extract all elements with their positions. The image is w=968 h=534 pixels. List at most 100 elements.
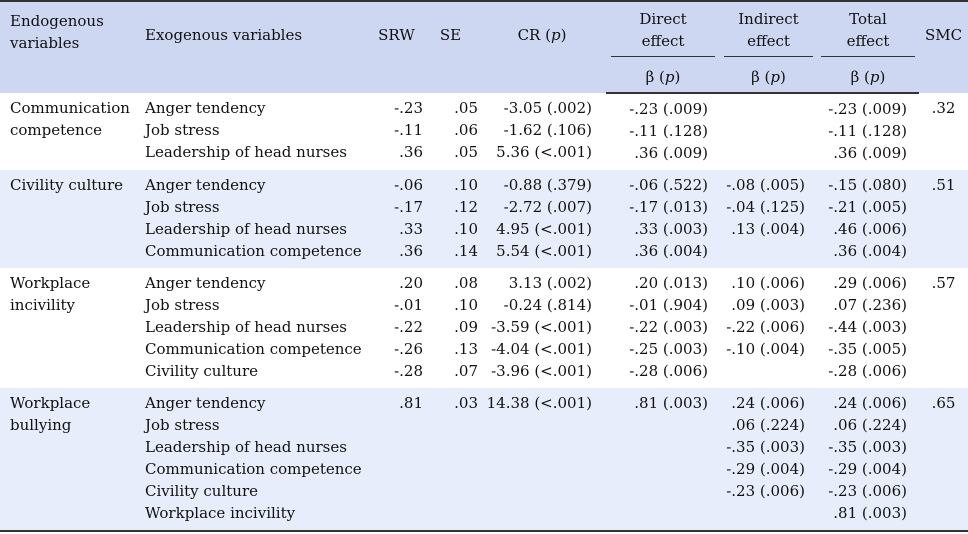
indirect-effect-cell (720, 240, 805, 262)
direct-effect-cell: .36 (.004) (634, 242, 708, 260)
total-effect-column: -.15 (.080) -.21 (.005) .46 (.006) .36 (.00… (817, 170, 919, 268)
exogenous-variable: Communication competence (145, 242, 362, 260)
cr-cell: -3.59 (<.001) (491, 318, 592, 336)
indirect-effect-cell: .06 (.224) (731, 416, 805, 434)
srw-cell (370, 502, 423, 524)
srw-cell: -.01 (394, 296, 423, 314)
indirect-effect-cell: .13 (.004) (731, 220, 805, 238)
cr-cell: 5.36 (<.001) (496, 143, 592, 161)
se-cell: .06 (454, 121, 478, 139)
srw-cell: .33 (399, 220, 423, 238)
direct-effect-cell: -.22 (.003) (629, 318, 708, 336)
srw-cell: -.26 (394, 340, 423, 358)
indirect-beta-subheader: β (p) (720, 61, 817, 94)
indirect-effect-cell: -.22 (.006) (726, 318, 805, 336)
total-effect-cell: .36 (.004) (833, 242, 907, 260)
exogenous-variable: Anger tendency (145, 99, 266, 117)
se-header: SE (423, 0, 478, 93)
total-effect-cell: -.29 (.004) (828, 460, 907, 478)
total-effect-cell: -.35 (.003) (828, 438, 907, 456)
srw-cell: .20 (399, 274, 423, 292)
exogenous-variable: Leadership of head nurses (145, 318, 347, 336)
direct-effect-cell: -.23 (.009) (629, 100, 708, 118)
se-cell: .08 (454, 274, 478, 292)
indirect-effect-cell (720, 142, 805, 164)
se-column: .10 .12 .10 .14 (423, 170, 478, 268)
direct-effect-cell: -.25 (.003) (629, 340, 708, 358)
direct-effect-column: .20 (.013) -.01 (.904) -.22 (.003) -.25 (.0… (606, 268, 720, 388)
exogenous-variables: Anger tendency Job stress Leadership of he… (145, 268, 370, 388)
se-cell: .10 (454, 220, 478, 238)
exogenous-variable: Communication competence (145, 460, 362, 478)
se-cell: .10 (454, 176, 478, 194)
total-effect-cell: -.23 (.006) (828, 482, 907, 500)
exogenous-variable: Leadership of head nurses (145, 438, 347, 456)
indirect-effect-cell: -.29 (.004) (726, 460, 805, 478)
exogenous-variable: Anger tendency (145, 274, 266, 292)
cr-cell: -4.04 (<.001) (491, 340, 592, 358)
cr-cell: -0.88 (.379) (503, 176, 592, 194)
total-effect-cell: -.35 (.005) (828, 340, 907, 358)
exogenous-variable: Workplace incivility (145, 504, 296, 522)
total-effect-cell: .29 (.006) (833, 274, 907, 292)
direct-effect-column: -.06 (.522) -.17 (.013) .33 (.003) .36 (.00… (606, 170, 720, 268)
indirect-effect-cell: .24 (.006) (731, 394, 805, 412)
indirect-effect-cell (720, 502, 805, 524)
se-column: .08 .10 .09 .13 .07 (423, 268, 478, 388)
indirect-effect-cell: .10 (.006) (731, 274, 805, 292)
smc-value: .57 (931, 274, 956, 292)
cr-cell: -2.72 (.007) (503, 198, 592, 216)
cr-column: 3.13 (.002) -0.24 (.814) -3.59 (<.001) -4.0… (478, 268, 606, 388)
total-effect-cell: .46 (.006) (833, 220, 907, 238)
endogenous-variable: Communication competence (10, 99, 130, 139)
cr-cell: -1.62 (.106) (503, 121, 592, 139)
indirect-effect-column: .10 (.006) .09 (.003) -.22 (.006) -.10 (.00… (720, 268, 817, 388)
exogenous-variable: Civility culture (145, 362, 259, 380)
exogenous-variable: Anger tendency (145, 394, 266, 412)
table-header: Endogenous variables Exogenous variables… (0, 0, 968, 94)
smc-value: .32 (931, 99, 956, 117)
se-cell: .12 (454, 198, 478, 216)
srw-cell: -.11 (394, 121, 423, 139)
indirect-effect-column (720, 93, 817, 170)
indirect-effect-cell: -.08 (.005) (726, 176, 805, 194)
total-effect-cell: -.28 (.006) (828, 362, 907, 380)
section-block: Workplace bullying Anger tendency Job stres… (0, 388, 968, 532)
indirect-effect-cell (720, 120, 805, 142)
smc-value: .51 (919, 170, 968, 268)
se-cell: .05 (454, 99, 478, 117)
total-effect-cell: -.44 (.003) (828, 318, 907, 336)
cr-cell: 14.38 (<.001) (486, 394, 592, 412)
srw-cell (370, 480, 423, 502)
total-effect-header: Total effect (817, 0, 919, 61)
indirect-effect-column: -.08 (.005) -.04 (.125) .13 (.004) (720, 170, 817, 268)
indirect-effect-cell: -.10 (.004) (726, 340, 805, 358)
srw-cell: -.22 (394, 318, 423, 336)
srw-cell (370, 414, 423, 436)
srw-cell (370, 436, 423, 458)
direct-effect-cell: -.06 (.522) (629, 176, 708, 194)
se-cell (423, 502, 478, 524)
srw-column: .81 (370, 388, 423, 532)
exogenous-variable: Job stress (145, 121, 220, 139)
se-cell (423, 436, 478, 458)
indirect-effect-cell: .09 (.003) (731, 296, 805, 314)
exogenous-header: Exogenous variables (145, 0, 370, 93)
cr-cell (478, 414, 592, 436)
total-effect-cell: -.23 (.009) (828, 100, 907, 118)
srw-cell: -.23 (394, 99, 423, 117)
direct-effect-cell: -.01 (.904) (629, 296, 708, 314)
exogenous-variable: Leadership of head nurses (145, 143, 347, 161)
direct-effect-cell: -.28 (.006) (629, 362, 708, 380)
se-cell: .10 (454, 296, 478, 314)
exogenous-variable: Job stress (145, 296, 220, 314)
endogenous-variable: Workplace bullying (0, 388, 145, 532)
cr-cell (478, 502, 592, 524)
direct-effect-cell: .81 (.003) (634, 394, 708, 412)
direct-effect-cell: -.17 (.013) (629, 198, 708, 216)
cr-cell: 5.54 (<.001) (496, 242, 592, 260)
srw-column: .20 -.01 -.22 -.26 -.28 (370, 268, 423, 388)
direct-effect-cell (606, 436, 708, 458)
table-row: Workplace incivility Anger tendency Job str… (0, 268, 968, 388)
se-column: .05 .06 .05 (423, 93, 478, 170)
